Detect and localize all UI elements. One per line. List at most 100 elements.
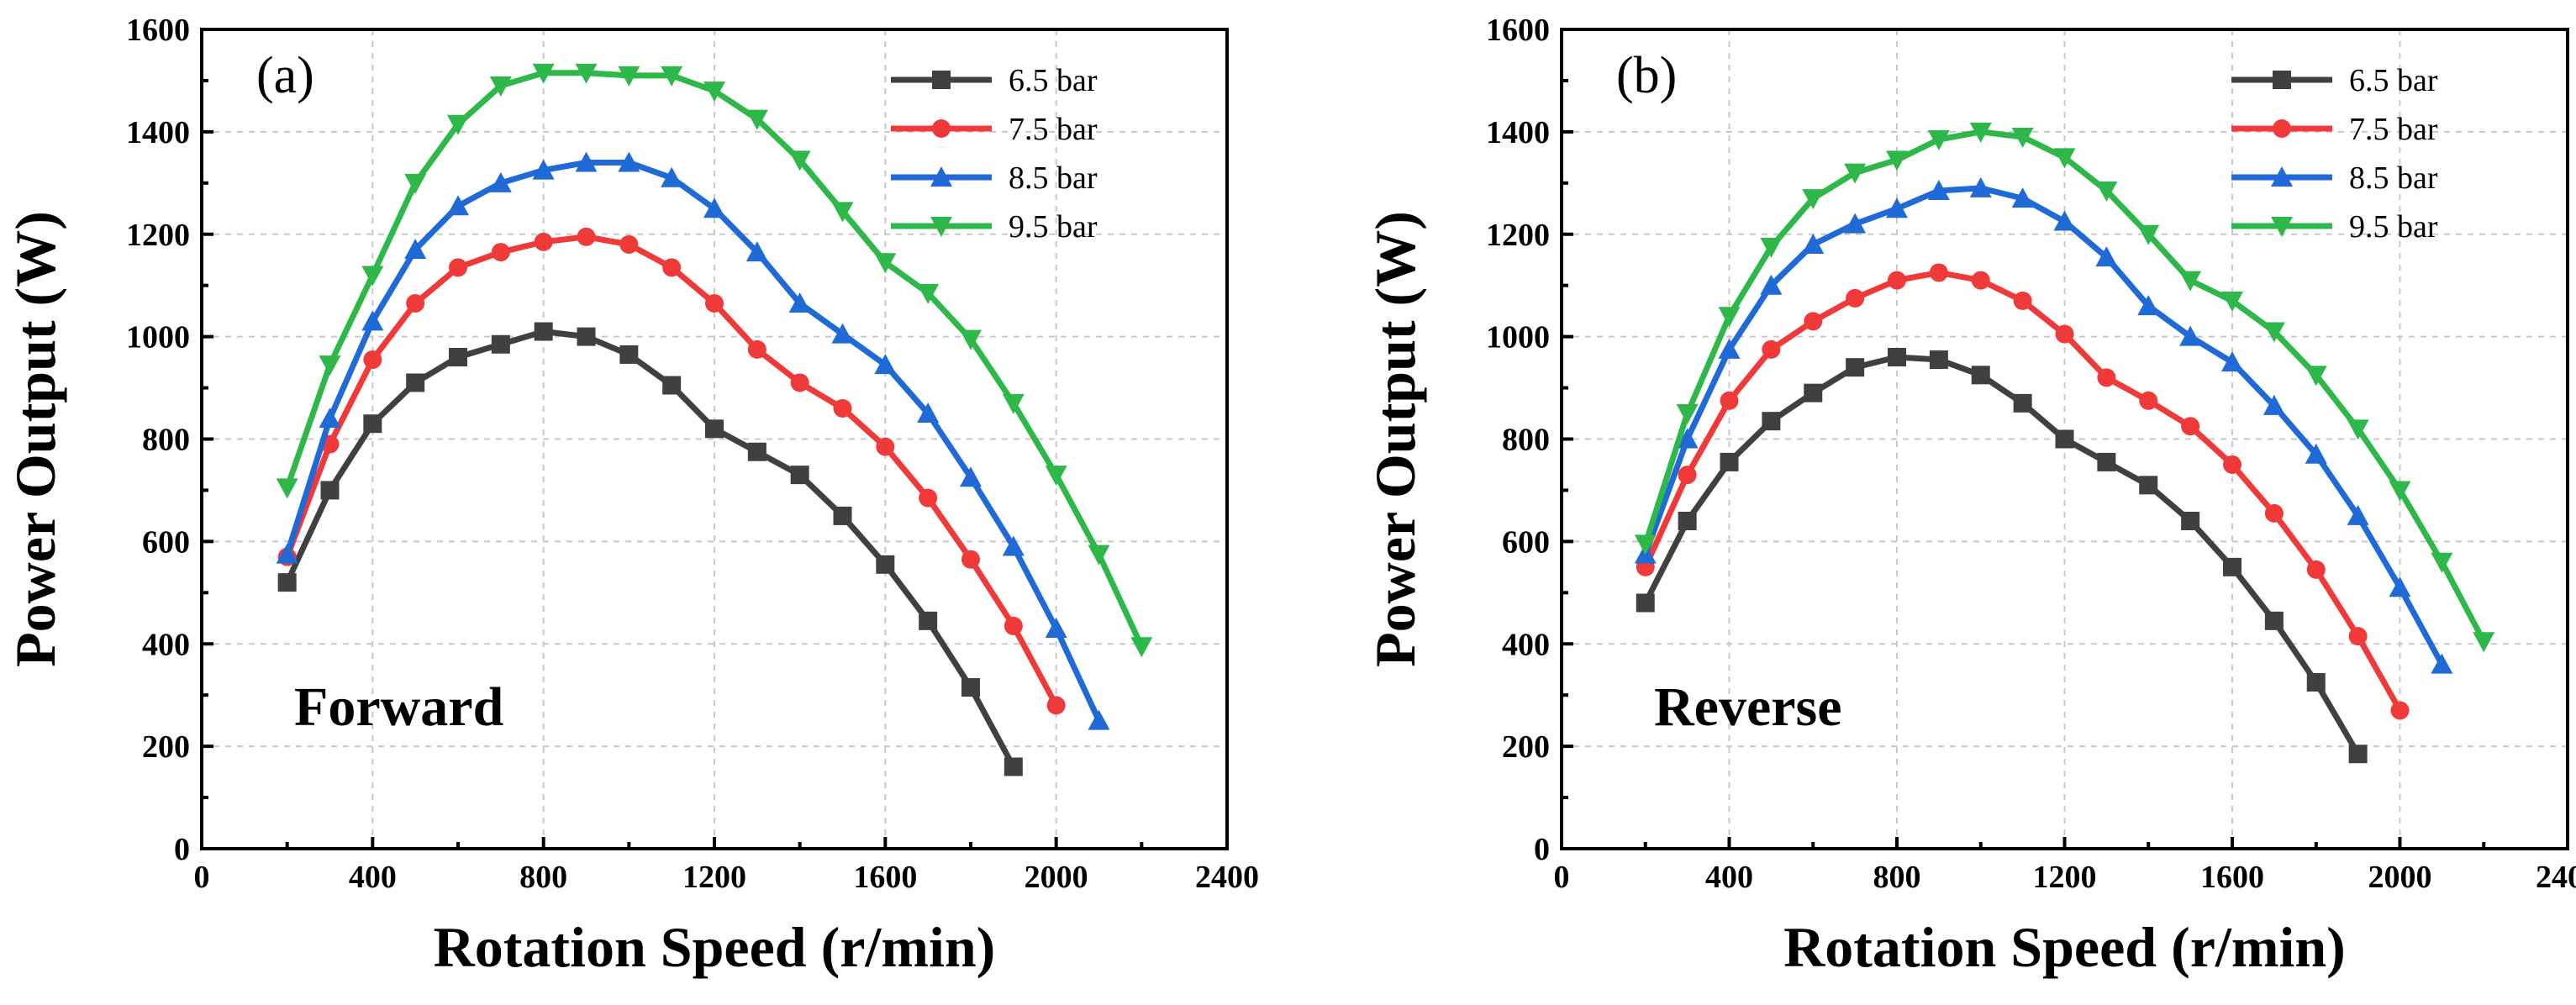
data-point — [661, 66, 683, 87]
series-line — [1642, 185, 2445, 666]
y-tick-label: 400 — [142, 627, 190, 662]
data-point — [703, 82, 725, 103]
x-tick-label: 2400 — [2536, 860, 2576, 895]
x-axis-title: Rotation Speed (r/min) — [434, 915, 996, 979]
data-point — [960, 466, 982, 487]
data-point — [2053, 148, 2076, 169]
legend-swatch-marker — [2271, 166, 2293, 187]
series-9-5-bar — [1634, 122, 2495, 653]
data-point — [788, 150, 811, 171]
legend-swatch-marker — [2273, 119, 2291, 138]
legend-label: 8.5 bar — [2349, 160, 2438, 196]
data-point — [1929, 263, 1948, 282]
data-point — [1929, 350, 1948, 370]
x-tick-label: 0 — [1554, 860, 1570, 895]
series-8-5-bar — [1634, 176, 2453, 674]
data-point — [1678, 466, 1697, 485]
data-point — [2473, 632, 2495, 653]
data-point — [1002, 393, 1025, 414]
data-point — [406, 294, 425, 313]
data-point — [919, 611, 938, 630]
y-axis-title: Power Output (W) — [3, 211, 67, 667]
data-point — [575, 63, 598, 84]
y-tick-label: 0 — [1534, 832, 1550, 867]
data-point — [2097, 368, 2116, 387]
plot-frame — [200, 28, 1229, 850]
data-point — [491, 243, 510, 262]
data-point — [363, 350, 382, 370]
data-point — [2348, 745, 2368, 764]
data-point — [1971, 366, 1990, 385]
data-point — [491, 334, 510, 354]
data-point — [2221, 351, 2243, 372]
data-point — [619, 345, 639, 364]
data-point — [2139, 391, 2158, 410]
y-tick-label: 200 — [1502, 729, 1550, 765]
y-tick-label: 1400 — [126, 115, 190, 150]
data-point — [2221, 291, 2243, 312]
data-point — [1045, 617, 1067, 638]
x-tick-label: 2000 — [2368, 860, 2432, 895]
legend-swatch-marker — [930, 217, 952, 237]
data-point — [662, 376, 682, 395]
legend-swatch-marker — [932, 119, 951, 138]
data-point — [2264, 611, 2284, 630]
data-point — [1718, 307, 1741, 328]
x-tick-label: 2400 — [1195, 860, 1259, 895]
data-point — [404, 173, 427, 194]
data-point — [2263, 322, 2285, 343]
data-point — [319, 355, 341, 376]
legend-label: 8.5 bar — [1009, 160, 1098, 196]
data-point — [1760, 237, 1783, 258]
data-point — [705, 294, 724, 313]
data-point — [361, 310, 384, 331]
panel-label: (a) — [256, 47, 314, 104]
x-tick-label: 1600 — [853, 860, 917, 895]
legend-label: 6.5 bar — [2349, 63, 2438, 98]
data-point — [2263, 394, 2285, 415]
data-point — [1802, 233, 1825, 254]
y-tick-label: 1200 — [1486, 218, 1550, 253]
data-point — [2055, 429, 2074, 449]
legend-label: 7.5 bar — [1009, 112, 1098, 147]
x-tick-label: 800 — [1873, 860, 1921, 895]
data-point — [788, 292, 811, 313]
y-tick-label: 800 — [142, 423, 190, 458]
x-tick-label: 1200 — [2033, 860, 2097, 895]
data-point — [2347, 504, 2369, 525]
data-point — [1045, 466, 1067, 487]
data-point — [2389, 481, 2411, 502]
data-point — [2264, 503, 2284, 523]
data-point — [703, 197, 725, 218]
data-point — [1760, 274, 1783, 295]
data-point — [2431, 653, 2453, 674]
data-point — [917, 283, 940, 304]
data-point — [2137, 295, 2160, 316]
y-tick-label: 600 — [1502, 524, 1550, 560]
data-point — [1846, 288, 1865, 308]
data-point — [1969, 176, 1992, 197]
data-point — [2305, 366, 2327, 387]
legend-label: 9.5 bar — [2349, 209, 2438, 245]
data-point — [960, 329, 982, 350]
x-tick-label: 1600 — [2200, 860, 2264, 895]
data-point — [876, 437, 895, 456]
data-point — [532, 159, 555, 180]
data-point — [1762, 339, 1781, 359]
data-point — [277, 573, 297, 592]
data-point — [831, 323, 854, 344]
data-point — [747, 442, 766, 461]
data-point — [790, 373, 809, 392]
data-point — [790, 466, 809, 485]
data-point — [1046, 696, 1066, 715]
y-tick-label: 1400 — [1486, 115, 1550, 150]
data-point — [876, 555, 895, 574]
data-point — [534, 322, 553, 341]
data-point — [2095, 181, 2118, 202]
data-point — [619, 234, 639, 254]
series-line — [284, 159, 1102, 723]
data-point — [406, 373, 425, 392]
data-point — [1886, 150, 1908, 171]
data-point — [1002, 535, 1025, 556]
x-tick-label: 400 — [1705, 860, 1753, 895]
